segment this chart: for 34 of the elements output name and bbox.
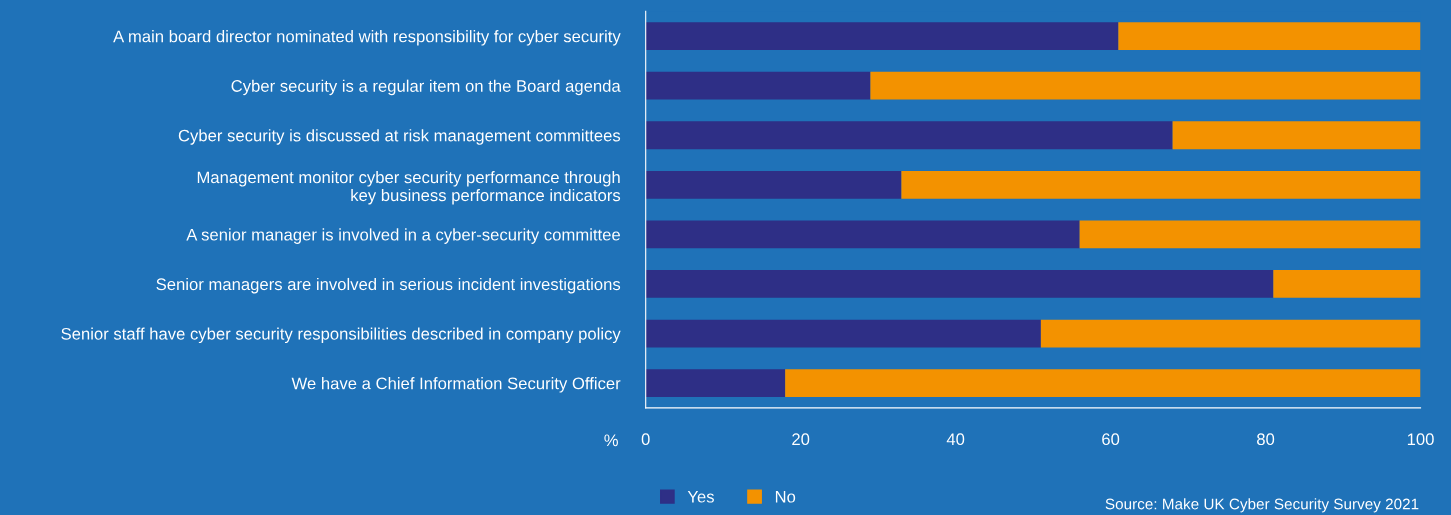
bar — [645, 220, 1080, 249]
y-tick-label: We have a Chief Information Security Officer — [291, 377, 621, 393]
bar — [645, 71, 871, 100]
bar — [645, 369, 786, 397]
bar — [785, 369, 1421, 397]
y-tick-label: Senior staff have cyber security responsibilities described in company policy — [61, 327, 621, 344]
legend-label: Yes — [687, 490, 714, 503]
x-tick-label: 80 — [1257, 433, 1275, 446]
bar — [645, 22, 1119, 50]
bar — [1273, 270, 1421, 298]
bar — [645, 170, 902, 199]
bar — [870, 71, 1421, 100]
x-axis-title: % — [604, 434, 618, 447]
bar — [1079, 220, 1421, 249]
x-tick-label: 100 — [1407, 433, 1434, 446]
y-tick-label: Cyber security is a regular item on the Board agenda — [231, 79, 621, 96]
y-tick-label: Management monitor cyber security performance through key business performance indicators — [197, 171, 621, 205]
bar — [645, 121, 1173, 150]
y-tick-label: Senior managers are involved in serious incident investigations — [156, 277, 621, 294]
bar — [1040, 319, 1421, 348]
y-tick-label: A main board director nominated with responsibility for cyber security — [113, 30, 621, 46]
bar — [1118, 22, 1421, 50]
x-tick-label: 0 — [641, 433, 650, 446]
x-tick-label: 20 — [792, 433, 810, 446]
y-tick-label: Cyber security is discussed at risk management committees — [178, 129, 621, 145]
bar — [1172, 121, 1421, 150]
bar — [901, 170, 1421, 199]
bar — [645, 270, 1274, 298]
source-note: Source: Make UK Cyber Security Survey 2021 — [1105, 498, 1419, 513]
bar — [645, 319, 1041, 348]
x-tick-label: 60 — [1102, 433, 1120, 446]
x-tick-label: 40 — [946, 433, 965, 446]
legend-label: No — [775, 490, 796, 503]
y-tick-label: A senior manager is involved in a cyber-security committee — [186, 228, 620, 244]
